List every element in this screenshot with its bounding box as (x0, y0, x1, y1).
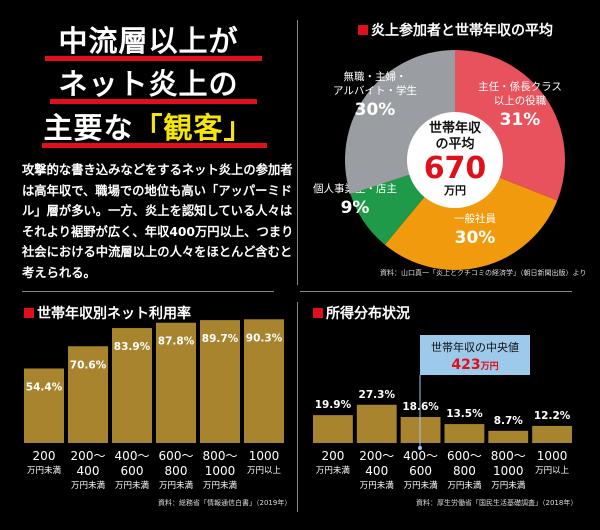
bar-category-label: 万円以上 (535, 466, 570, 476)
pie-slice-label: 主任・係長クラス (478, 80, 562, 93)
pie-title: 炎上参加者と世帯年収の平均 (358, 20, 553, 40)
bar-category-label: 400〜 (403, 449, 438, 463)
bar-category-label: 600 (409, 464, 432, 478)
pie-slice-value: 31% (500, 110, 541, 130)
bar (68, 346, 108, 443)
bar2-source: 資料：厚生労働省「国民生活基礎調査」（2018年） (416, 499, 578, 507)
pie-slice-label: 以上の役職 (494, 94, 547, 107)
bar1-source: 資料：総務省「情報通信白書」（2019年） (158, 499, 292, 507)
pie-slice (384, 160, 558, 270)
bar (488, 430, 529, 443)
bar-category-label: 万円未満 (360, 480, 395, 491)
bar2-title: 所得分布状況 (313, 303, 410, 323)
pie-center-label: の平均 (435, 136, 474, 152)
bar (112, 328, 152, 443)
bar-category-label: 1000 (205, 464, 236, 478)
bar-category-label: 200〜 (359, 449, 394, 463)
bar-category-label: 万円以上 (247, 466, 282, 476)
bar (313, 415, 353, 443)
bar-category-label: 600 (121, 464, 144, 478)
bar (244, 319, 284, 443)
bar-category-label: 800 (453, 464, 476, 478)
divider (297, 20, 298, 285)
bar (532, 425, 572, 443)
bar (444, 424, 485, 443)
pie-slice-label: アルバイト・学生 (333, 84, 417, 97)
bar-category-label: 200〜 (71, 449, 106, 463)
underline (45, 56, 262, 61)
bar-category-label: 万円未満 (159, 480, 194, 491)
headline-line3: 主要な「観客」 (0, 105, 297, 147)
bar-category-label: 万円未満 (316, 465, 351, 476)
bar-category-label: 400〜 (115, 449, 150, 463)
median-callout (420, 335, 530, 375)
bar-category-label: 800〜 (203, 449, 238, 463)
pie-slice-label: 無職・主婦・ (344, 70, 407, 83)
bar-value-label: 70.6% (70, 359, 107, 371)
bar-category-label: 万円未満 (27, 465, 62, 476)
bar-value-label: 87.8% (158, 336, 195, 348)
bar-value-label: 54.4% (26, 381, 63, 393)
bar-value-label: 18.6% (402, 401, 439, 413)
bar-category-label: 800〜 (491, 449, 526, 463)
pie-slice-value: 9% (341, 198, 370, 218)
divider (297, 302, 298, 512)
bar-value-label: 8.7% (494, 415, 524, 427)
underline (50, 99, 257, 104)
underline (42, 143, 267, 148)
bar (200, 320, 240, 443)
bar-category-label: 400 (77, 464, 100, 478)
bar-category-label: 1000 (537, 449, 568, 463)
pie-center-value: 670 (424, 151, 487, 186)
bar-value-label: 19.9% (315, 399, 352, 411)
bar-category-label: 200 (33, 449, 56, 463)
bar (400, 416, 441, 443)
bar (156, 322, 196, 443)
bar-category-label: 万円未満 (404, 480, 439, 491)
bar-category-label: 400 (365, 464, 388, 478)
divider (300, 291, 572, 292)
bar-category-label: 万円未満 (447, 480, 482, 491)
bar-value-label: 13.5% (446, 408, 483, 420)
bar (24, 368, 64, 443)
bar1-title: 世帯年収別ネット利用率 (24, 303, 191, 323)
bar (356, 404, 397, 443)
callout-dot (418, 446, 422, 450)
bar-category-label: 万円未満 (491, 480, 526, 491)
headline-line1: 中流層以上が (58, 24, 239, 58)
pie-source: 資料：山口真一「炎上とクチコミの経済学」（朝日新聞出版）より (380, 269, 587, 277)
headline-line2: ネット炎上の (58, 67, 239, 101)
callout-value: 423万円 (451, 357, 498, 373)
bar-value-label: 27.3% (359, 389, 396, 401)
bar-value-label: 90.3% (246, 332, 283, 344)
headline-highlight: 「観客」 (133, 111, 254, 145)
pie-slice-label: 一般社員 (454, 212, 496, 225)
pie-center (407, 112, 503, 208)
bar-category-label: 1000 (493, 464, 524, 478)
pie-slice-value: 30% (355, 100, 396, 120)
bar-category-label: 800 (165, 464, 188, 478)
bar-value-label: 89.7% (202, 333, 239, 345)
pie-slice-value: 30% (455, 228, 496, 248)
bar-category-label: 万円未満 (115, 480, 150, 491)
bar-category-label: 万円未満 (203, 480, 238, 491)
bar-category-label: 万円未満 (71, 480, 106, 491)
body-text: 攻撃的な書き込みなどをするネット炎上の参加者は高年収で、職場での地位も高い「アッ… (22, 163, 294, 280)
bar-category-label: 600〜 (159, 449, 194, 463)
pie-center-label: 世帯年収 (429, 120, 482, 136)
callout-label: 世帯年収の中央値 (431, 340, 519, 354)
bar-category-label: 200 (321, 449, 344, 463)
bar-category-label: 1000 (249, 449, 280, 463)
pie-center-unit: 万円 (443, 184, 466, 197)
bar-value-label: 83.9% (114, 341, 151, 353)
headline-line3a: 主要な (43, 111, 134, 145)
divider (22, 291, 274, 292)
bar-category-label: 600〜 (447, 449, 482, 463)
bar-value-label: 12.2% (534, 410, 571, 422)
